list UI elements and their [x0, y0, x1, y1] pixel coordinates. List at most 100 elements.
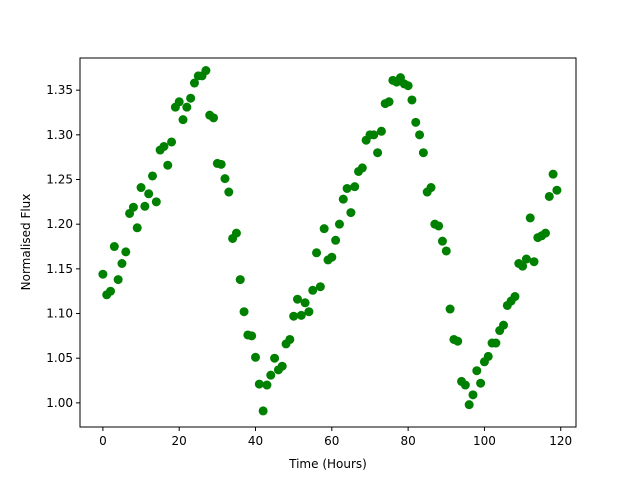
data-point: [109, 242, 119, 252]
data-point: [144, 189, 154, 199]
data-point: [521, 254, 531, 264]
data-point: [167, 137, 177, 147]
data-point: [415, 130, 425, 140]
data-point: [106, 286, 116, 296]
data-point: [300, 298, 310, 308]
data-point: [308, 285, 318, 295]
data-point: [441, 246, 451, 256]
y-tick-label: 1.25: [46, 173, 73, 187]
axes-frame: [79, 57, 577, 428]
data-point: [315, 282, 325, 292]
data-point: [220, 174, 230, 184]
data-point: [510, 292, 520, 302]
y-tick-label: 1.15: [46, 262, 73, 276]
x-tick-label: 20: [172, 434, 187, 448]
data-point: [270, 353, 280, 363]
data-point: [403, 81, 413, 91]
data-point: [426, 183, 436, 193]
y-tick-label: 1.05: [46, 351, 73, 365]
data-point: [235, 275, 245, 285]
data-point: [163, 160, 173, 170]
data-point: [216, 159, 226, 169]
data-point: [460, 380, 470, 390]
x-tick-label: 100: [473, 434, 496, 448]
data-point: [350, 182, 360, 192]
data-point: [434, 221, 444, 231]
data-point: [331, 235, 341, 245]
data-point: [499, 320, 509, 330]
y-axis-label: Normalised Flux: [19, 194, 33, 291]
data-point: [113, 275, 123, 285]
y-tick-label: 1.35: [46, 83, 73, 97]
y-tick-label: 1.00: [46, 396, 73, 410]
data-point: [98, 269, 108, 279]
data-point: [292, 294, 302, 304]
data-point: [266, 370, 276, 380]
plot-area: [80, 58, 576, 427]
data-point: [182, 102, 192, 112]
y-axis-ticks: 1.00 1.05 1.10 1.15 1.20 1.25 1.30 1.35: [46, 83, 80, 410]
data-point: [251, 352, 261, 362]
data-point: [258, 406, 268, 416]
data-point: [319, 224, 329, 234]
data-point: [147, 171, 157, 181]
data-point: [529, 257, 539, 267]
data-point: [334, 219, 344, 229]
data-point: [159, 141, 169, 151]
data-point: [231, 228, 241, 238]
data-point: [468, 390, 478, 400]
data-point: [224, 187, 234, 197]
data-point: [445, 304, 455, 314]
data-point: [296, 310, 306, 320]
data-point: [357, 163, 367, 173]
data-point: [525, 213, 535, 223]
x-axis-ticks: 0 20 40 60 80 100 120: [99, 427, 572, 448]
data-point: [312, 248, 322, 258]
data-point: [132, 223, 142, 233]
y-tick-label: 1.10: [46, 307, 73, 321]
data-point: [327, 252, 337, 262]
data-point: [453, 336, 463, 346]
data-point: [174, 97, 184, 107]
data-point: [121, 247, 131, 257]
data-point: [304, 307, 314, 317]
data-point: [151, 197, 161, 207]
x-tick-label: 40: [248, 434, 263, 448]
data-point: [254, 379, 264, 389]
data-point: [178, 115, 188, 125]
x-axis-label: Time (Hours): [288, 457, 367, 471]
data-point: [544, 191, 554, 201]
data-point: [128, 202, 138, 212]
x-tick-label: 60: [324, 434, 339, 448]
data-point: [483, 351, 493, 361]
data-point: [407, 95, 417, 105]
x-tick-label: 0: [99, 434, 107, 448]
data-point: [552, 185, 562, 195]
data-point: [140, 201, 150, 211]
data-point: [384, 97, 394, 107]
data-point: [239, 307, 249, 317]
data-point: [209, 113, 219, 123]
data-point: [491, 338, 501, 348]
data-point: [373, 148, 383, 158]
data-point: [186, 93, 196, 103]
data-point: [472, 366, 482, 376]
data-point: [136, 183, 146, 193]
x-tick-label: 120: [549, 434, 572, 448]
data-point: [464, 400, 474, 410]
data-point: [548, 169, 558, 179]
data-points: [98, 66, 562, 416]
y-tick-label: 1.30: [46, 128, 73, 142]
data-point: [342, 183, 352, 193]
data-point: [117, 259, 127, 268]
data-point: [476, 378, 486, 388]
data-point: [338, 194, 348, 204]
x-tick-label: 80: [400, 434, 415, 448]
data-point: [369, 130, 379, 140]
data-point: [346, 208, 356, 218]
data-point: [437, 236, 447, 246]
data-point: [285, 334, 295, 344]
data-point: [289, 311, 299, 321]
data-point: [262, 380, 272, 390]
